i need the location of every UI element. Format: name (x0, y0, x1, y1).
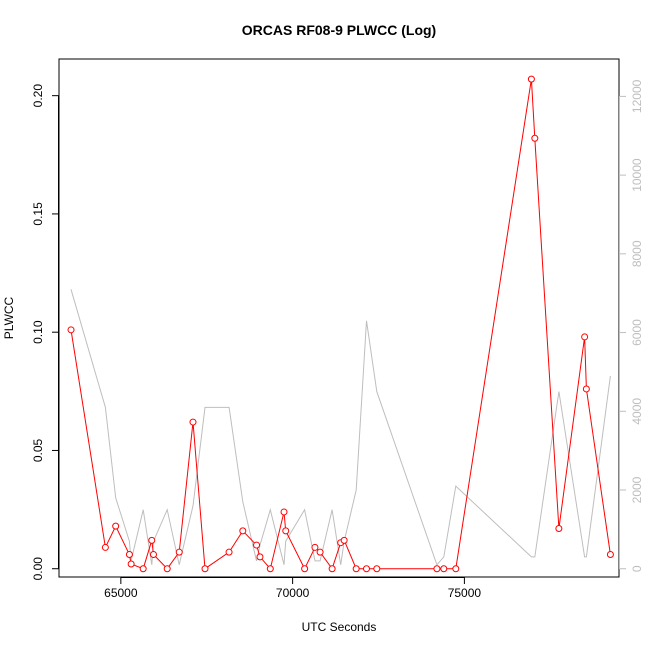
data-point (125, 551, 133, 559)
y2-tick-label: 4000 (630, 398, 644, 425)
y2-tick-label: 10000 (630, 158, 644, 192)
data-point (163, 565, 171, 573)
data-point (301, 565, 309, 573)
data-point (581, 333, 589, 341)
y2-tick-label: 12000 (630, 79, 644, 113)
data-point (452, 565, 460, 573)
y-tick-label: 0.00 (31, 557, 45, 581)
y-axis-right: 0 2000 4000 6000 8000 10000 12000 (619, 79, 644, 572)
data-point (201, 565, 209, 573)
data-point (311, 543, 319, 551)
data-point (189, 418, 197, 426)
x-axis-label: UTC Seconds (302, 620, 377, 634)
data-point (433, 565, 441, 573)
y2-tick-label: 2000 (630, 476, 644, 503)
data-point (101, 543, 109, 551)
data-point (149, 551, 157, 559)
data-point (256, 553, 264, 561)
data-point (282, 527, 290, 535)
data-point (606, 551, 614, 559)
x-tick-label: 75000 (448, 586, 482, 600)
chart-title: ORCAS RF08-9 PLWCC (Log) (242, 22, 436, 38)
data-point (340, 536, 348, 544)
y-axis-left: 0.00 0.05 0.10 0.15 0.20 (31, 84, 59, 581)
data-point (582, 385, 590, 393)
data-point (280, 508, 288, 516)
series-line-right-axis (70, 289, 611, 566)
data-point (175, 548, 183, 556)
y2-tick-label: 0 (630, 565, 644, 572)
y2-tick-label: 6000 (630, 319, 644, 346)
data-point (67, 326, 75, 334)
data-point (555, 525, 563, 533)
data-point (352, 565, 360, 573)
data-point (127, 560, 135, 568)
data-point (328, 565, 336, 573)
data-point (362, 565, 370, 573)
data-point (373, 565, 381, 573)
y-tick-label: 0.10 (31, 320, 45, 344)
data-point (112, 522, 120, 530)
x-axis: 65000 70000 75000 (104, 577, 481, 600)
data-point (531, 134, 539, 142)
x-tick-label: 70000 (276, 586, 310, 600)
series-layer (67, 75, 614, 573)
data-point (225, 548, 233, 556)
y-tick-label: 0.15 (31, 202, 45, 226)
y2-tick-label: 8000 (630, 240, 644, 267)
y-tick-label: 0.05 (31, 438, 45, 462)
data-point (148, 536, 156, 544)
data-point (266, 565, 274, 573)
x-tick-label: 65000 (104, 586, 138, 600)
data-point (253, 541, 261, 549)
data-point (527, 75, 535, 83)
y-tick-label: 0.20 (31, 84, 45, 108)
data-point (139, 565, 147, 573)
data-point (316, 548, 324, 556)
y-axis-label: PLWCC (2, 296, 16, 339)
data-point (440, 565, 448, 573)
data-point (239, 527, 247, 535)
